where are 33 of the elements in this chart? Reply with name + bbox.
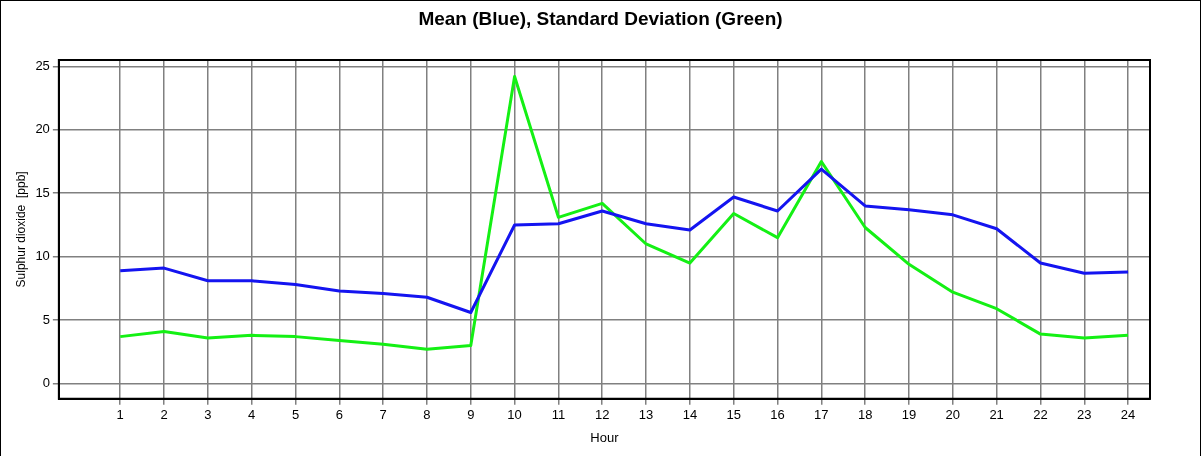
chart-title: Mean (Blue), Standard Deviation (Green) [417,8,784,30]
x-tick-label: 20 [945,407,961,423]
x-axis-title: Hour [590,429,620,445]
x-tick-label: 15 [726,407,741,423]
x-tick-label: 24 [1120,407,1136,423]
y-tick-label: 20 [35,121,50,137]
x-tick-label: 14 [682,407,698,423]
x-tick-label: 10 [507,407,522,423]
y-tick-label: 5 [42,311,50,327]
x-tick-label: 8 [423,407,431,423]
x-tick-label: 17 [814,407,829,423]
y-tick-label: 0 [42,375,50,391]
y-tick-label: 25 [35,57,50,73]
y-axis-title: Sulphur dioxide [ppb] [13,171,28,288]
x-tick-label: 12 [595,407,610,423]
x-tick-label: 1 [116,407,124,423]
x-tick-label: 3 [204,407,212,423]
x-tick-label: 19 [901,407,917,423]
x-tick-label: 11 [551,407,566,423]
x-tick-label: 16 [770,407,785,423]
x-tick-label: 5 [291,407,300,423]
x-tick-label: 7 [379,407,387,423]
y-tick-label: 10 [35,248,50,264]
x-tick-label: 13 [638,407,654,423]
x-tick-label: 2 [160,407,168,423]
x-tick-label: 22 [1033,407,1048,423]
x-tick-label: 23 [1077,407,1092,423]
x-tick-label: 6 [335,407,343,423]
x-tick-label: 21 [989,407,1004,423]
x-tick-label: 4 [248,407,256,423]
y-tick-label: 15 [35,184,50,200]
x-tick-label: 18 [857,407,873,423]
x-tick-label: 9 [467,407,475,423]
